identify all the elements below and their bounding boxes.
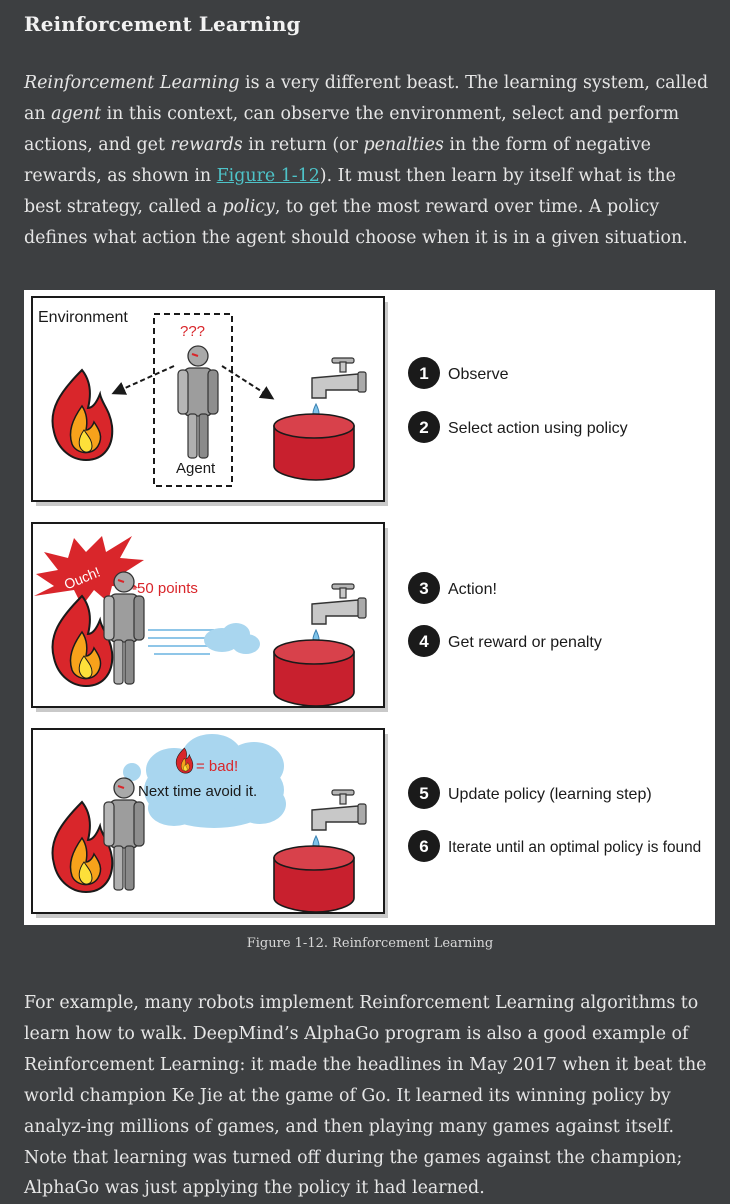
step-number: 2 [419, 418, 428, 437]
step-number: 3 [419, 579, 428, 598]
step-3: 3 Action! [408, 572, 497, 604]
step-5: 5 Update policy (learning step) [408, 777, 652, 809]
environment-label: Environment [38, 309, 128, 326]
figure-reinforcement-learning: Environment ??? Agent Ouch! -50 points [24, 290, 715, 925]
text-run: in the form of negative rewards, as show… [24, 134, 651, 186]
text-run: ). It must then learn by itself what is … [24, 165, 676, 217]
step-text: Update policy (learning step) [448, 786, 652, 803]
step-text: Get reward or penalty [448, 634, 602, 651]
step-text: Iterate until an optimal policy is found [448, 839, 701, 856]
points-label: -50 points [132, 580, 198, 597]
panel-update: = bad! Next time avoid it. [31, 728, 388, 918]
text-run: in this context, can observe the environ… [24, 103, 680, 155]
step-1: 1 Observe [408, 357, 509, 389]
intro-paragraph: Reinforcement Learning is a very differe… [24, 68, 716, 253]
bad-label: = bad! [196, 758, 238, 775]
figure-link[interactable]: Figure 1-12 [216, 165, 320, 186]
term-policy: policy [222, 196, 275, 217]
figure-caption: Figure 1-12. Reinforcement Learning [246, 936, 494, 951]
term-agent: agent [51, 103, 102, 124]
text-run: in return (or [242, 134, 364, 155]
text-run: , to get the most reward over time. A po… [24, 196, 688, 248]
question-marks: ??? [180, 323, 205, 340]
thought-cloud-icon [117, 734, 286, 828]
agent-label: Agent [176, 460, 216, 477]
avoid-label: Next time avoid it. [138, 783, 257, 800]
step-number: 6 [419, 837, 428, 856]
step-6: 6 Iterate until an optimal policy is fou… [408, 830, 701, 862]
term-penalties: penalties [363, 134, 444, 155]
step-number: 1 [419, 364, 428, 383]
step-text: Action! [448, 581, 497, 598]
step-number: 4 [419, 632, 429, 651]
step-text: Observe [448, 366, 509, 383]
section-title: Reinforcement Learning [24, 12, 301, 36]
step-text: Select action using policy [448, 420, 628, 437]
ouch-burst-icon [34, 536, 144, 606]
example-paragraph: For example, many robots implement Reinf… [24, 993, 707, 1199]
step-4: 4 Get reward or penalty [408, 625, 602, 657]
step-number: 5 [419, 784, 428, 803]
step-2: 2 Select action using policy [408, 411, 628, 443]
term-rewards: rewards [170, 134, 243, 155]
text-run: is a very different beast. The learning … [24, 73, 709, 124]
term-reinforcement-learning: Reinforcement Learning [24, 73, 240, 93]
panel-observe: Environment ??? Agent [31, 296, 388, 506]
figure-illustration: Environment ??? Agent Ouch! -50 points [31, 296, 701, 918]
panel-action: Ouch! -50 points [31, 522, 388, 712]
